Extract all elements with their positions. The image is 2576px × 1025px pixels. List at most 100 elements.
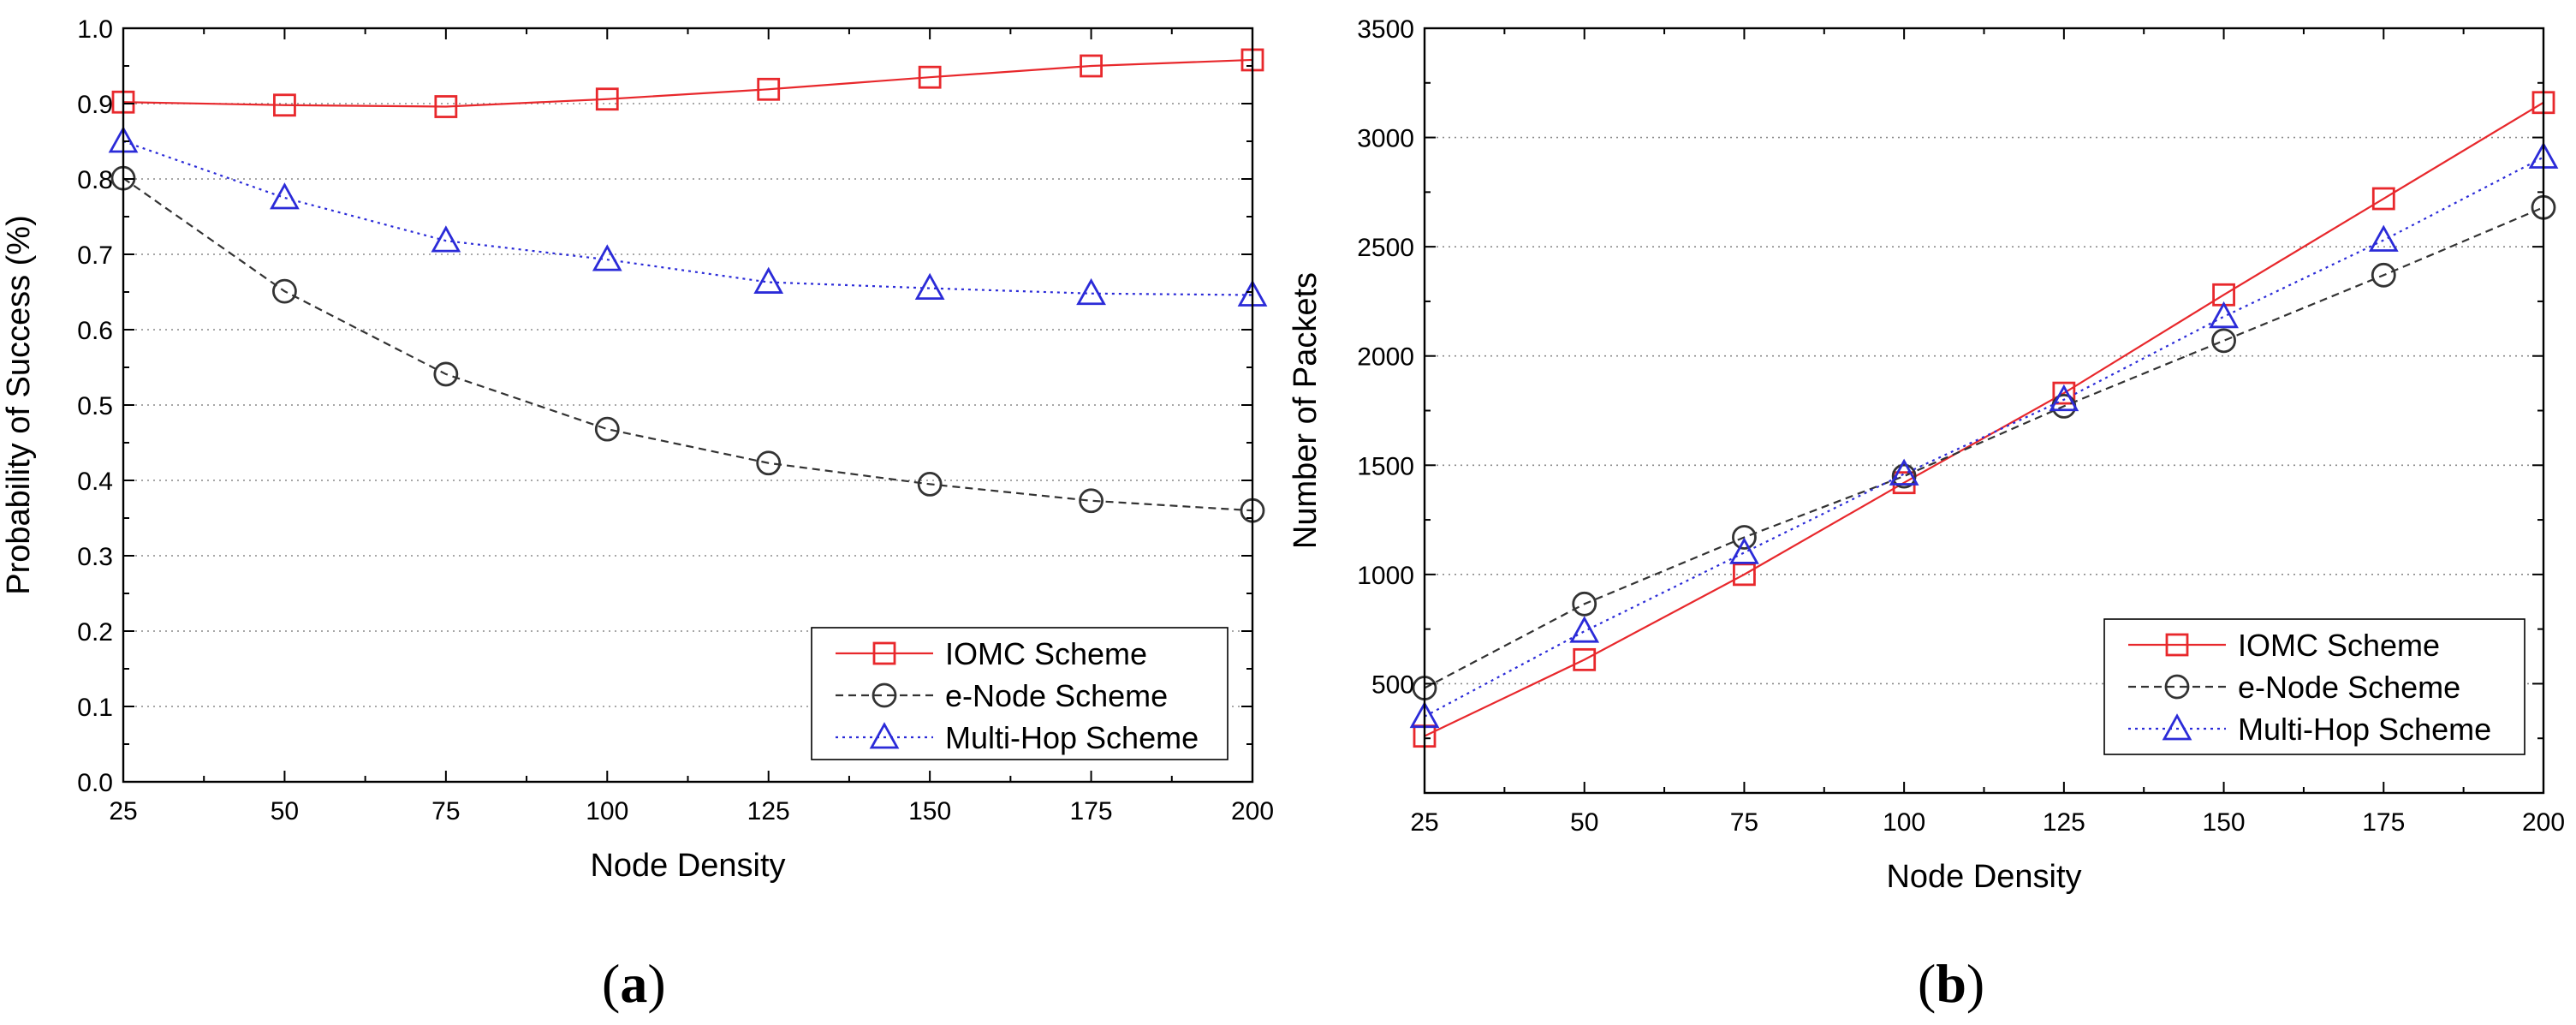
legend-item-iomc-scheme: IOMC Scheme — [2128, 628, 2440, 663]
y-tick-label: 0.0 — [77, 769, 113, 797]
legend-box — [811, 627, 1229, 760]
panel-label: (a) — [602, 953, 666, 1014]
data-point — [918, 65, 942, 89]
y-tick-label: 3500 — [1357, 15, 1414, 44]
x-tick-label: 150 — [2203, 808, 2246, 837]
legend-label: IOMC Scheme — [945, 636, 1147, 671]
y-axis-title: Probability of Success (%) — [1, 215, 37, 595]
data-point — [272, 278, 297, 304]
series-line-e-node-scheme — [1424, 206, 2544, 689]
panel-label: (b) — [1918, 953, 1984, 1014]
data-point — [431, 225, 461, 253]
series-multi-hop-scheme — [1409, 141, 2559, 729]
panel-letter: a — [620, 953, 647, 1014]
y-tick-label: 0.9 — [77, 91, 113, 119]
data-point — [1076, 277, 1106, 306]
y-tick-label: 0.6 — [77, 317, 113, 345]
x-axis-title: Node Density — [590, 848, 785, 884]
series-line-multi-hop-scheme — [122, 140, 1253, 296]
data-point — [2209, 301, 2239, 329]
legend-item-multi-hop-scheme: Multi-Hop Scheme — [2128, 712, 2491, 747]
x-tick-label: 200 — [2522, 808, 2565, 837]
legend: IOMC Scheme e-Node Scheme Multi-Hop Scheme — [811, 627, 1229, 760]
legend-label: e-Node Scheme — [945, 678, 1168, 713]
series-line-multi-hop-scheme — [1424, 156, 2544, 718]
y-tick-label: 0.3 — [77, 543, 113, 571]
y-tick-label: 3000 — [1357, 125, 1414, 153]
x-tick-label: 125 — [2043, 808, 2085, 837]
x-tick-label: 100 — [586, 797, 628, 825]
x-tick-label: 100 — [1883, 808, 1925, 837]
y-tick-label: 0.7 — [77, 241, 113, 270]
y-tick-label: 1500 — [1357, 452, 1414, 480]
y-tick-label: 2500 — [1357, 234, 1414, 262]
data-point — [2368, 224, 2399, 252]
y-axis-title: Number of Packets — [1288, 272, 1324, 549]
x-tick-label: 175 — [1070, 797, 1113, 825]
data-point — [2052, 381, 2076, 405]
series-e-node-scheme — [110, 165, 1265, 523]
y-tick-label: 1000 — [1357, 562, 1414, 590]
x-tick-label: 25 — [109, 797, 137, 825]
chart-b-number-of-packets: 25 50 75 100 125 150 175 200 500 1000 1500 2000 2500… — [1288, 15, 2565, 1014]
x-tick-label: 150 — [908, 797, 951, 825]
data-point — [273, 93, 296, 117]
y-tick-label: 0.4 — [77, 468, 113, 496]
x-axis: 25 50 75 100 125 150 175 200 — [1410, 28, 2565, 837]
legend-label: Multi-Hop Scheme — [945, 720, 1199, 755]
x-tick-label: 125 — [747, 797, 790, 825]
data-point — [1729, 537, 1759, 564]
series-line-iomc-scheme — [122, 58, 1253, 108]
y-tick-label: 500 — [1371, 670, 1414, 699]
data-point — [753, 266, 784, 294]
data-point — [917, 472, 943, 497]
data-point — [2371, 262, 2396, 288]
series-line-iomc-scheme — [1424, 101, 2544, 737]
x-tick-label: 200 — [1231, 797, 1274, 825]
data-point — [1732, 525, 1757, 550]
data-point — [756, 450, 782, 476]
data-point — [594, 416, 620, 442]
x-tick-label: 50 — [1570, 808, 1598, 837]
series-iomc-scheme — [1413, 91, 2555, 748]
data-point — [1080, 54, 1103, 78]
data-point — [1573, 647, 1597, 671]
data-point — [1079, 488, 1104, 514]
data-point — [2211, 328, 2236, 354]
x-tick-label: 75 — [431, 797, 460, 825]
data-point — [1733, 563, 1756, 587]
y-axis: 500 1000 1500 2000 2500 3000 3500 — [1357, 15, 2543, 740]
legend-marker — [869, 722, 900, 749]
data-point — [1891, 463, 1917, 489]
series-iomc-scheme — [111, 48, 1264, 118]
series-multi-hop-scheme — [108, 126, 1268, 307]
series-line-e-node-scheme — [122, 177, 1253, 512]
x-tick-label: 75 — [1730, 808, 1758, 837]
legend-marker — [2162, 713, 2192, 741]
legend-item-e-node-scheme: e-Node Scheme — [836, 678, 1168, 713]
data-point — [433, 361, 459, 387]
data-point — [1569, 616, 1600, 643]
legend-marker — [2164, 674, 2190, 700]
data-point — [270, 182, 300, 210]
legend-marker — [2165, 633, 2189, 657]
data-point — [757, 77, 781, 101]
data-point — [1889, 458, 1919, 486]
legend-label: IOMC Scheme — [2238, 628, 2440, 663]
y-tick-label: 0.5 — [77, 392, 113, 420]
gridlines — [1425, 136, 2543, 685]
y-axis: 0.0 0.1 0.2 0.3 0.4 0.5 0.6 0.7 0.8 0.9 1.0 — [77, 15, 1252, 797]
data-point — [592, 244, 622, 271]
gridlines — [123, 103, 1252, 707]
chart-a-success-probability: 25 50 75 100 125 150 175 2000.00.10.20.30.40.50… — [1, 15, 1274, 1014]
panel-letter: b — [1936, 953, 1966, 1014]
y-tick-label: 0.1 — [77, 694, 113, 722]
x-tick-label: 175 — [2362, 808, 2405, 837]
data-point — [434, 95, 458, 118]
x-axis: 25 50 75 100 125 150 175 200 — [109, 28, 1274, 825]
data-point — [2371, 187, 2395, 211]
y-tick-label: 1.0 — [77, 15, 113, 44]
legend-item-multi-hop-scheme: Multi-Hop Scheme — [836, 720, 1199, 755]
legend-label: e-Node Scheme — [2238, 670, 2460, 705]
